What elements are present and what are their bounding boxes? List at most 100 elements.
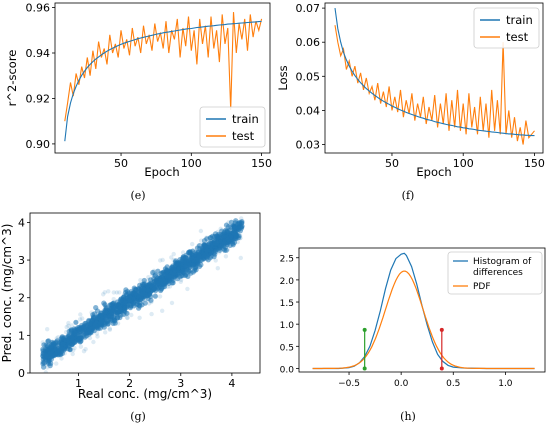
scatter-point (161, 272, 166, 277)
scatter-point (238, 255, 243, 261)
scatter-point (197, 243, 203, 249)
scatter-point (238, 204, 242, 208)
scatter-point (146, 277, 151, 283)
y-tick-label: 0.5 (280, 343, 294, 353)
scatter-point (52, 347, 57, 353)
scatter-point (68, 327, 73, 333)
scatter-point (140, 286, 147, 292)
scatter-point (114, 290, 120, 295)
scatter-point (133, 292, 139, 297)
scatter-point (77, 317, 83, 322)
scatter-point (201, 247, 207, 252)
scatter-point (73, 320, 79, 325)
x-tick-label: 4 (228, 377, 235, 390)
scatter-point (201, 242, 208, 249)
scatter-point (59, 338, 64, 343)
scatter-point (107, 327, 113, 332)
scatter-point (40, 361, 46, 367)
scatter-point (54, 336, 59, 341)
scatter-point (60, 336, 65, 341)
scatter-point (74, 325, 80, 331)
scatter-point (148, 287, 153, 292)
scatter-point (109, 309, 115, 315)
scatter-point (40, 340, 45, 345)
scatter-point (41, 356, 46, 361)
scatter-point (197, 252, 203, 257)
scatter-point (155, 280, 162, 286)
scatter-point (50, 342, 55, 348)
y-tick-label: 0.92 (26, 92, 51, 105)
scatter-point (233, 225, 238, 230)
scatter-point (84, 321, 89, 327)
scatter-point (103, 330, 108, 335)
scatter-point (46, 348, 51, 354)
scatter-point (189, 252, 195, 257)
scatter-point (171, 258, 176, 263)
y-tick-label: 0.07 (296, 2, 321, 15)
scatter-point (72, 345, 77, 351)
scatter-point (81, 331, 87, 337)
marker-bottom-dot-1 (439, 366, 444, 371)
scatter-point (235, 222, 240, 227)
scatter-point (228, 237, 233, 242)
scatter-point (54, 361, 59, 366)
scatter-point (83, 347, 88, 352)
scatter-point (145, 287, 151, 293)
scatter-point (117, 313, 122, 318)
scatter-point (79, 338, 84, 343)
scatter-point (149, 272, 155, 277)
scatter-point (102, 321, 108, 326)
scatter-point (236, 228, 241, 234)
scatter-point (232, 228, 238, 234)
scatter-point (77, 335, 83, 341)
scatter-point (127, 305, 134, 311)
scatter-point (174, 274, 180, 280)
scatter-point (121, 292, 127, 297)
scatter-point (122, 306, 127, 311)
scatter-point (56, 340, 61, 346)
scatter-point (117, 290, 122, 295)
scatter-point (142, 284, 147, 290)
x-tick-label: 1 (75, 377, 82, 390)
scatter-point (176, 270, 181, 275)
scatter-point (157, 294, 163, 299)
scatter-point (119, 300, 125, 306)
scatter-point (108, 310, 113, 316)
scatter-point (237, 228, 243, 234)
marker-bottom-dot-0 (362, 366, 367, 371)
scatter-point (131, 296, 137, 301)
marker-top-dot-0 (362, 327, 367, 332)
scatter-point (122, 305, 128, 311)
y-tick-label: 0.06 (296, 36, 321, 49)
scatter-point (72, 328, 77, 334)
scatter-point (124, 310, 129, 316)
scatter-point (69, 335, 75, 341)
scatter-point (207, 240, 213, 246)
scatter-point (156, 287, 162, 292)
scatter-point (214, 245, 219, 250)
scatter-point (220, 244, 225, 250)
scatter-point (104, 319, 110, 325)
scatter-point (84, 324, 90, 329)
scatter-point (137, 315, 142, 320)
scatter-point (208, 251, 213, 257)
scatter-point (56, 342, 61, 348)
scatter-point (43, 370, 48, 373)
scatter-point (129, 291, 134, 296)
scatter-point (128, 295, 133, 300)
scatter-point (76, 329, 82, 335)
caption-f: (f) (402, 189, 415, 202)
plot-area-f (324, 2, 544, 154)
scatter-point (129, 303, 134, 309)
scatter-point (79, 322, 85, 329)
x-axis-label-g: Real conc. (mg/cm^3) (78, 387, 212, 401)
scatter-point (66, 320, 71, 326)
scatter-point (210, 233, 216, 239)
scatter-point (216, 246, 221, 251)
legend-box-h (447, 251, 543, 295)
scatter-point (67, 333, 72, 339)
scatter-point (232, 220, 238, 226)
scatter-point (68, 345, 73, 350)
scatter-point (198, 228, 204, 234)
scatter-point (189, 265, 195, 271)
